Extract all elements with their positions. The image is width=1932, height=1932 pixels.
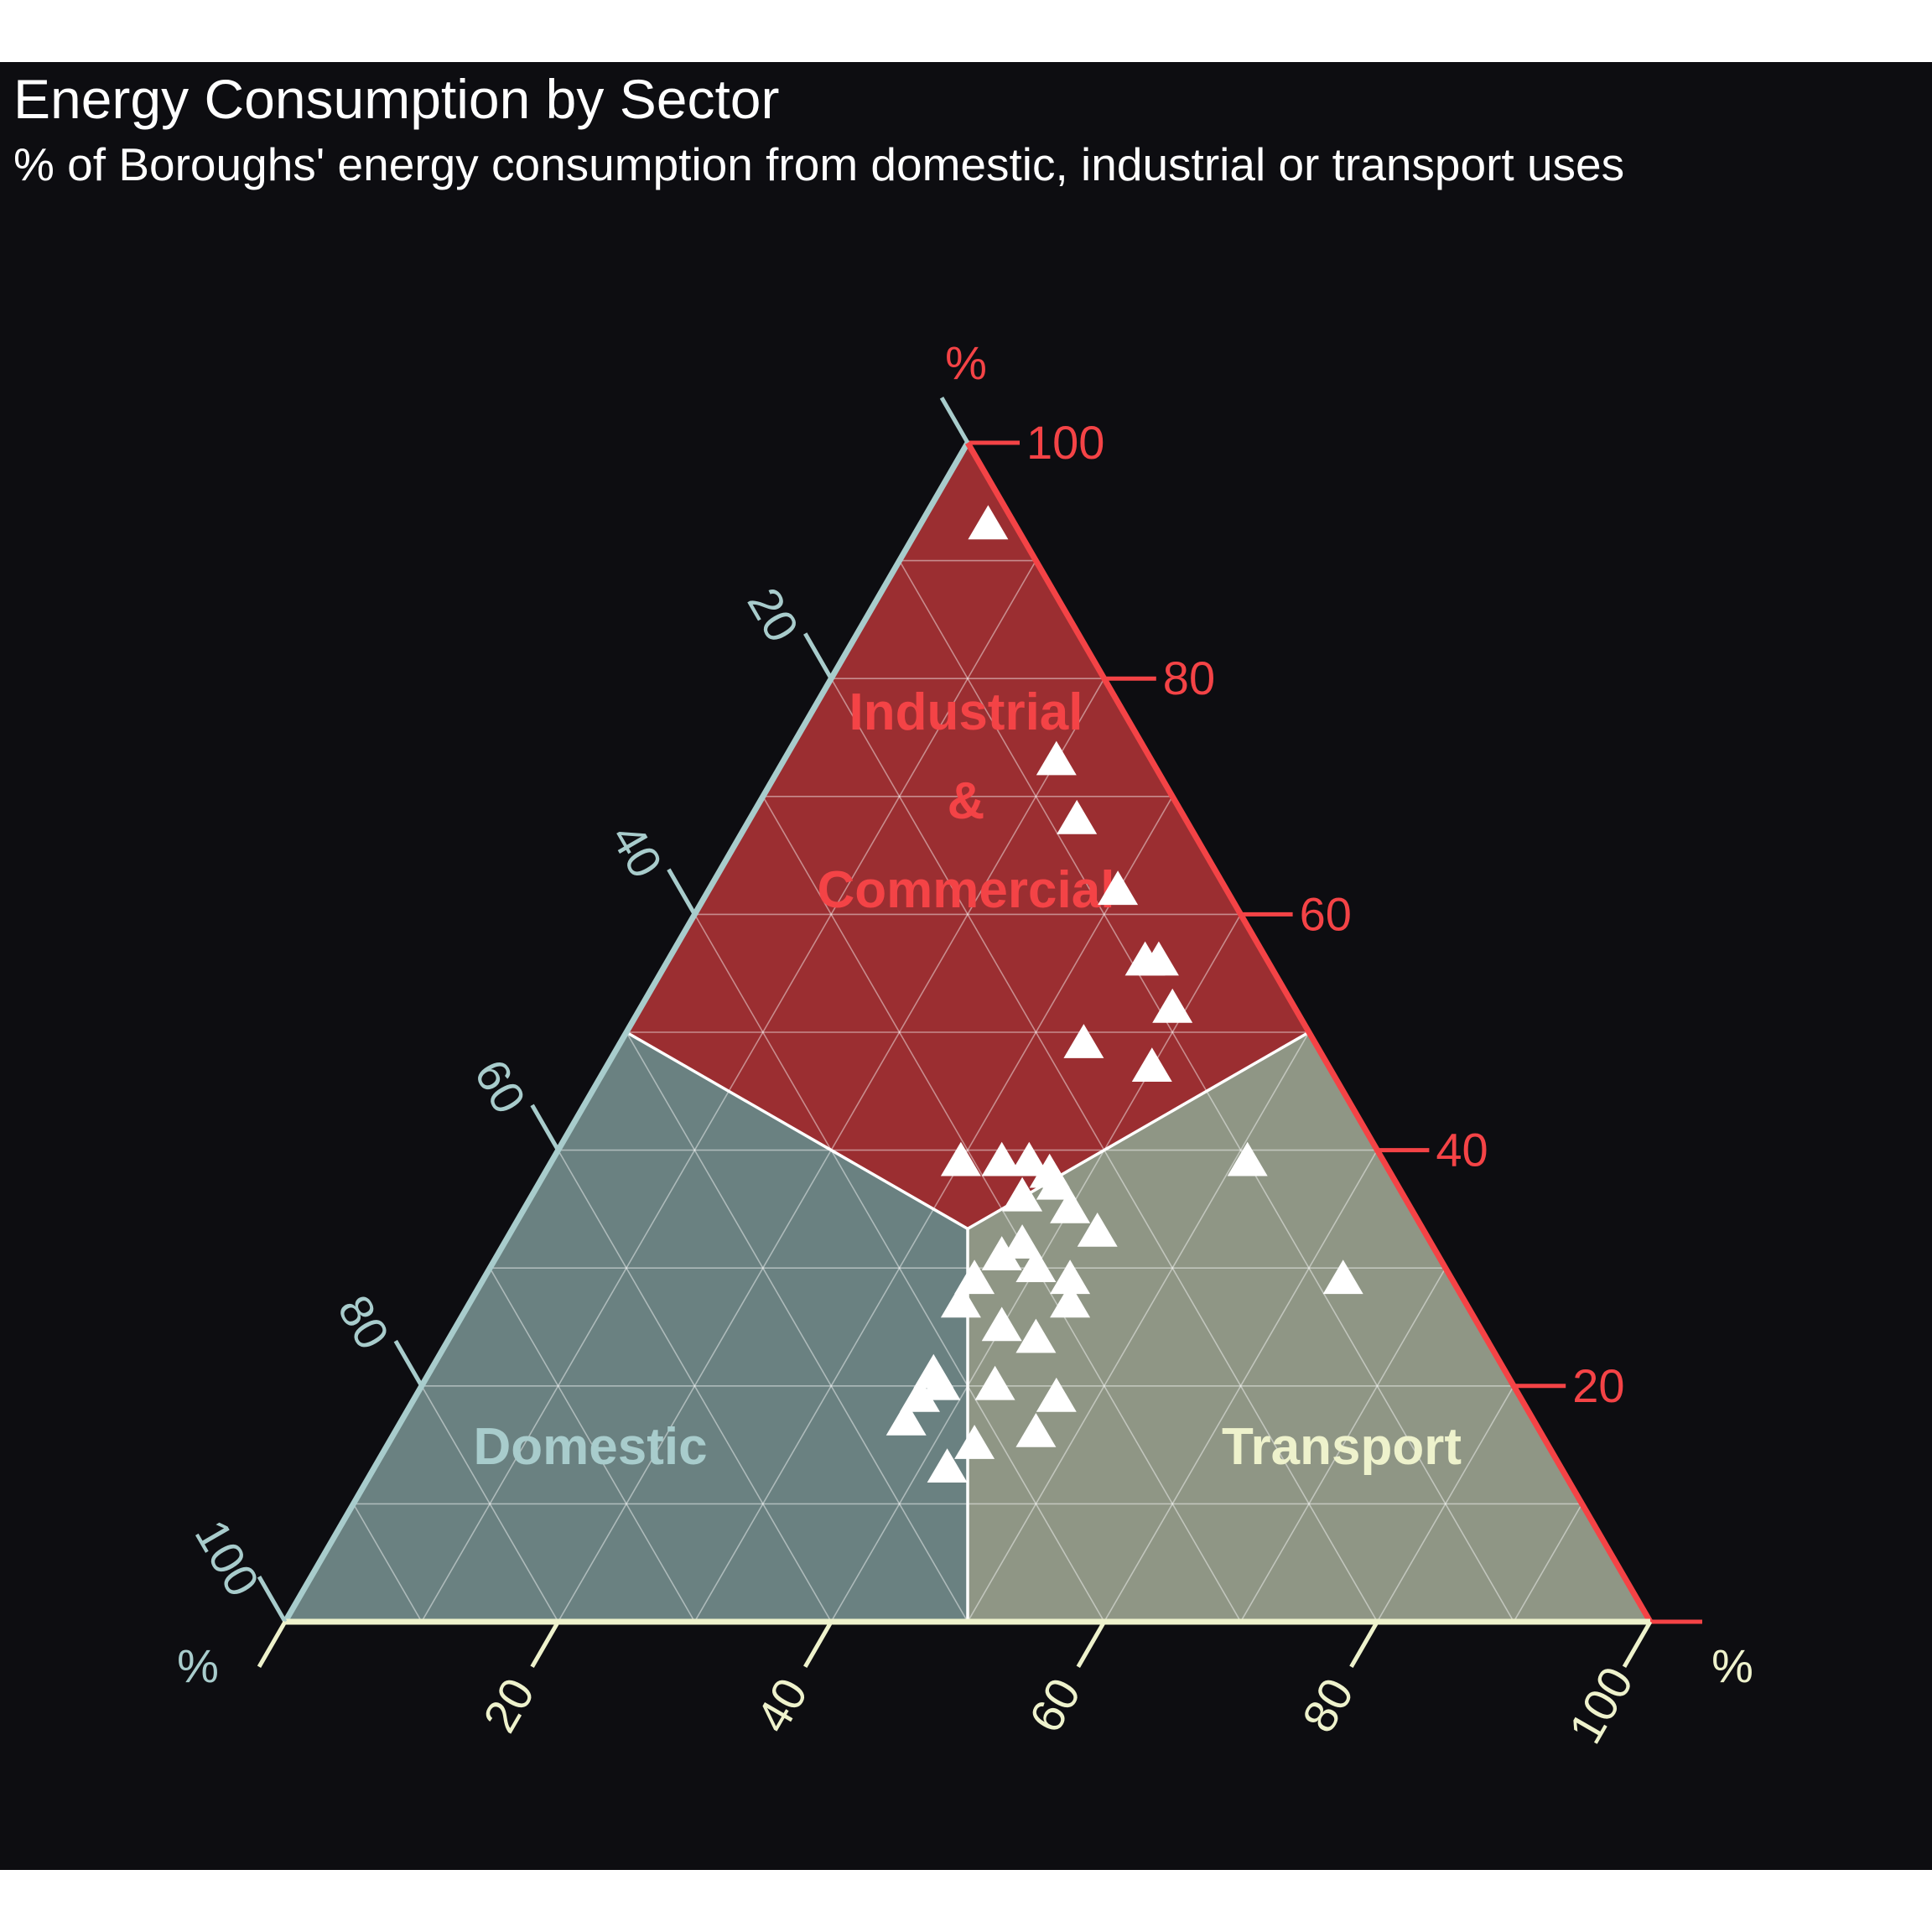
data-point <box>1322 1259 1363 1295</box>
bottom-axis-tick-label: 40 <box>745 1670 818 1741</box>
region-label-industrial: & <box>948 772 985 830</box>
data-point <box>900 1377 940 1412</box>
bottom-axis-tick-label: 60 <box>1019 1670 1091 1741</box>
data-point <box>1050 1259 1091 1295</box>
data-point <box>954 1259 995 1295</box>
chart-subtitle: % of Boroughs' energy consumption from d… <box>13 138 1625 190</box>
grid-line <box>1376 1385 1514 1623</box>
region-boundary <box>626 1031 969 1230</box>
region-label-industrial: Industrial <box>849 683 1083 741</box>
bottom-axis-tick <box>530 1620 560 1668</box>
data-point <box>1227 1141 1268 1176</box>
grid-line <box>352 1503 423 1623</box>
grid-line <box>967 1031 1310 1623</box>
left-axis-tick-label: 20 <box>737 579 809 650</box>
bottom-axis-tick-label: 20 <box>473 1670 545 1741</box>
data-point <box>1015 1413 1057 1447</box>
right-axis-tick-label: 80 <box>1163 652 1215 704</box>
data-point <box>974 1365 1015 1400</box>
grid-line <box>421 1385 559 1623</box>
left-axis-tick <box>393 1339 423 1388</box>
data-point <box>981 1141 1022 1176</box>
data-point <box>1138 941 1179 976</box>
region-label-domestic: Domestic <box>473 1418 707 1476</box>
data-point <box>920 1365 961 1400</box>
left-axis-tick <box>530 1104 560 1151</box>
data-point <box>1050 1188 1091 1223</box>
data-point <box>1015 1318 1057 1353</box>
data-point <box>927 1448 968 1483</box>
region-industrial <box>626 443 1309 1229</box>
bottom-axis-tick <box>257 1620 288 1668</box>
bottom-axis-tick <box>803 1620 834 1668</box>
left-axis-unit: % <box>177 1639 219 1692</box>
right-axis-tick-label: 20 <box>1572 1359 1624 1412</box>
left-axis-tick <box>667 868 697 916</box>
data-point <box>1050 1283 1091 1318</box>
left-axis-tick <box>939 397 970 444</box>
chart-title: Energy Consumption by Sector <box>13 68 780 130</box>
data-point <box>1063 1024 1104 1058</box>
right-axis-tick-label: 60 <box>1300 887 1352 940</box>
region-label-industrial: Commercial <box>818 861 1115 919</box>
data-point <box>1002 1224 1043 1259</box>
data-point <box>1077 1213 1118 1247</box>
data-point <box>1036 1165 1077 1200</box>
right-axis-unit: % <box>945 336 987 389</box>
data-point <box>1036 1377 1077 1412</box>
data-point <box>968 505 1009 540</box>
right-axis-tick-label: 40 <box>1436 1124 1488 1176</box>
data-point <box>1152 988 1193 1023</box>
grid-line <box>557 1150 832 1623</box>
data-point <box>1009 1141 1050 1176</box>
grid-line <box>489 1267 696 1623</box>
grid-line <box>1239 1267 1446 1623</box>
data-point <box>1131 1047 1172 1082</box>
grid-line <box>1104 1150 1379 1623</box>
bottom-axis-tick <box>1622 1620 1653 1668</box>
grid-line <box>1513 1503 1583 1623</box>
left-axis-tick-label: 100 <box>184 1511 269 1605</box>
region-transport <box>968 1032 1650 1622</box>
grid-line <box>693 913 1105 1623</box>
left-axis-tick <box>803 632 834 680</box>
grid-line <box>626 1031 969 1623</box>
region-domestic <box>285 1032 968 1622</box>
left-axis-tick <box>257 1576 288 1623</box>
data-point <box>1098 870 1139 906</box>
data-point <box>1036 740 1077 776</box>
data-point <box>1015 1248 1057 1282</box>
data-point <box>886 1401 927 1436</box>
bottom-axis-tick <box>1076 1620 1106 1668</box>
data-point <box>1002 1176 1043 1212</box>
data-point <box>940 1141 981 1176</box>
region-label-transport: Transport <box>1222 1418 1462 1476</box>
left-axis-line <box>282 441 971 1623</box>
right-axis-line <box>964 441 1654 1623</box>
bottom-axis-unit: % <box>1711 1639 1753 1692</box>
left-axis-tick-label: 40 <box>601 815 673 886</box>
data-point <box>940 1283 981 1318</box>
left-axis-tick-label: 80 <box>328 1286 400 1358</box>
data-point <box>954 1425 995 1459</box>
left-axis-tick-label: 60 <box>465 1051 537 1122</box>
bottom-axis-tick <box>1349 1620 1379 1668</box>
bottom-axis-tick-label: 80 <box>1291 1670 1363 1741</box>
bottom-axis-tick-label: 100 <box>1558 1658 1643 1752</box>
data-point <box>981 1236 1022 1270</box>
data-point <box>981 1306 1022 1342</box>
right-axis-tick-label: 100 <box>1026 416 1104 469</box>
data-point <box>1057 799 1098 834</box>
